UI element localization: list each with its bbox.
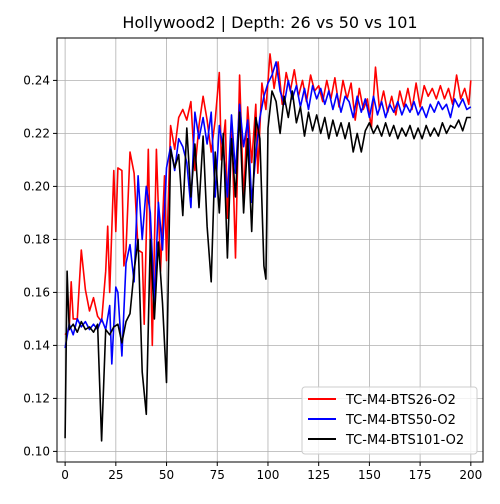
legend-label-1: TC-M4-BTS26-O2	[345, 393, 456, 408]
legend-label-2: TC-M4-BTS50-O2	[345, 413, 456, 428]
x-tick-label: 75	[210, 468, 225, 482]
plot-frame	[56, 37, 484, 463]
x-axis-ticks: 0 25 50 75 100 125 150 175 200	[61, 462, 482, 482]
y-tick-label: 0.24	[23, 73, 50, 87]
series-lines	[64, 53, 472, 442]
x-tick-label: 0	[61, 468, 69, 482]
y-tick-label: 0.18	[23, 232, 50, 246]
chart-title: Hollywood2 | Depth: 26 vs 50 vs 101	[122, 13, 417, 32]
legend: TC-M4-BTS26-O2 TC-M4-BTS50-O2 TC-M4-BTS101…	[301, 386, 478, 455]
y-tick-label: 0.16	[23, 285, 50, 299]
y-tick-label: 0.20	[23, 179, 50, 193]
x-tick-label: 175	[409, 468, 432, 482]
y-tick-label: 0.10	[23, 444, 50, 458]
series-line-2	[64, 61, 472, 365]
series-line-3	[64, 90, 471, 442]
y-tick-label: 0.22	[23, 126, 50, 140]
x-tick-label: 50	[159, 468, 174, 482]
x-tick-label: 200	[459, 468, 482, 482]
y-tick-label: 0.12	[23, 391, 50, 405]
x-tick-label: 25	[108, 468, 123, 482]
x-tick-label: 150	[358, 468, 381, 482]
y-axis-ticks: 0.10 0.12 0.14 0.16 0.18 0.20 0.22 0.24	[23, 73, 57, 458]
x-tick-label: 100	[257, 468, 280, 482]
legend-box	[301, 386, 478, 455]
legend-label-3: TC-M4-BTS101-O2	[345, 433, 464, 448]
y-tick-label: 0.14	[23, 338, 50, 352]
x-tick-label: 125	[307, 468, 330, 482]
